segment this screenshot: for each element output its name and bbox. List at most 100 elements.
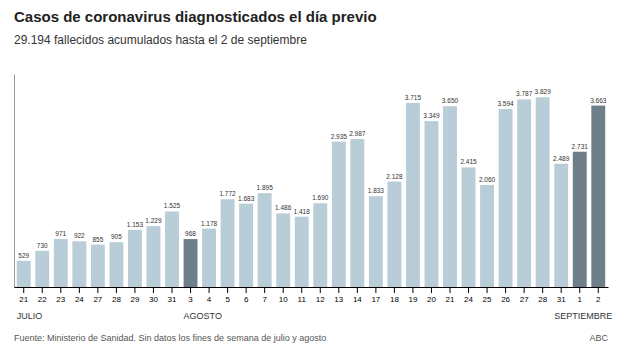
bar <box>35 251 49 287</box>
x-tick-mark <box>134 287 135 293</box>
x-tick: 28 <box>538 287 547 304</box>
y-axis <box>14 75 15 288</box>
data-label: 1.833 <box>368 187 385 194</box>
x-tick-mark <box>320 287 321 293</box>
x-tick-label: 14 <box>353 295 362 304</box>
x-tick-label: 26 <box>501 295 510 304</box>
x-tick-mark <box>431 287 432 293</box>
x-tick: 2 <box>596 287 601 304</box>
x-tick-mark <box>468 287 469 293</box>
x-tick-label: 27 <box>93 295 102 304</box>
data-label: 2.060 <box>479 176 496 183</box>
x-tick: 12 <box>316 287 325 304</box>
bar <box>221 199 235 287</box>
month-label: JULIO <box>17 311 43 321</box>
x-tick-mark <box>116 287 117 293</box>
x-tick: 1 <box>578 287 583 304</box>
data-label: 3.829 <box>535 88 552 95</box>
bar <box>591 106 605 287</box>
bar <box>295 217 309 287</box>
x-tick-label: 7 <box>262 295 267 304</box>
annotation: ABC <box>589 333 608 343</box>
x-tick: 4 <box>207 287 212 304</box>
x-tick: 28 <box>112 287 121 304</box>
x-tick-label: 18 <box>390 295 399 304</box>
x-tick-label: 4 <box>207 295 212 304</box>
data-label: 968 <box>185 230 196 237</box>
x-tick: 13 <box>334 287 343 304</box>
subtitle: 29.194 fallecidos acumulados hasta el 2 … <box>14 33 307 47</box>
bar <box>387 182 401 287</box>
data-label: 922 <box>74 232 85 239</box>
data-label: 3.663 <box>590 97 607 104</box>
data-label: 3.715 <box>405 94 422 101</box>
x-tick: 27 <box>93 287 102 304</box>
x-tick: 7 <box>262 287 267 304</box>
x-tick-label: 2 <box>596 295 601 304</box>
bars <box>17 97 605 287</box>
x-tick-mark <box>209 287 210 293</box>
x-tick: 30 <box>149 287 158 304</box>
bar <box>313 203 327 287</box>
x-tick-mark <box>412 287 413 293</box>
data-label: 1.486 <box>275 204 292 211</box>
x-tick-mark <box>338 287 339 293</box>
data-label: 2.935 <box>331 133 348 140</box>
x-tick: 23 <box>56 287 65 304</box>
x-tick: 26 <box>501 287 510 304</box>
x-tick-mark <box>153 287 154 293</box>
x-tick: 18 <box>390 287 399 304</box>
bar <box>239 204 253 287</box>
x-tick-label: 23 <box>56 295 65 304</box>
x-tick-label: 28 <box>538 295 547 304</box>
bar <box>332 142 346 287</box>
data-label: 3.650 <box>442 97 459 104</box>
x-tick: 24 <box>464 287 473 304</box>
x-tick-label: 31 <box>557 295 566 304</box>
data-label: 3.594 <box>497 100 514 107</box>
data-label: 905 <box>111 233 122 240</box>
x-tick-mark <box>301 287 302 293</box>
data-label: 2.128 <box>386 173 403 180</box>
bar <box>165 211 179 287</box>
data-label: 971 <box>55 230 66 237</box>
x-tick: 5 <box>225 287 230 304</box>
bar <box>184 239 198 287</box>
x-tick: 31 <box>168 287 177 304</box>
x-tick: 22 <box>38 287 47 304</box>
x-tick-mark <box>487 287 488 293</box>
data-label: 1.895 <box>257 184 274 191</box>
data-label: 855 <box>92 236 103 243</box>
chart: Casos de coronavirus diagnosticados el d… <box>0 0 620 349</box>
bar <box>499 109 513 287</box>
x-tick-mark <box>42 287 43 293</box>
x-tick-mark <box>598 287 599 293</box>
bar <box>406 103 420 287</box>
month-labels: JULIOAGOSTOSEPTIEMBRE <box>17 311 612 321</box>
x-tick-label: 28 <box>112 295 121 304</box>
data-label: 3.787 <box>516 90 533 97</box>
x-tick-label: 29 <box>130 295 139 304</box>
x-tick: 29 <box>130 287 139 304</box>
x-tick-mark <box>357 287 358 293</box>
x-tick-mark <box>394 287 395 293</box>
x-tick-label: 13 <box>334 295 343 304</box>
bar <box>91 245 105 287</box>
x-tick-label: 12 <box>316 295 325 304</box>
x-tick-label: 30 <box>149 295 158 304</box>
x-tick-mark <box>579 287 580 293</box>
x-tick-label: 17 <box>371 295 380 304</box>
data-labels: 5297309719228559051.1531.2291.5259681.17… <box>18 88 606 258</box>
x-tick: 24 <box>75 287 84 304</box>
x-tick-mark <box>505 287 506 293</box>
x-tick-mark <box>450 287 451 293</box>
bar <box>276 213 290 287</box>
x-tick-label: 3 <box>188 295 193 304</box>
x-tick-label: 21 <box>446 295 455 304</box>
bar <box>54 239 68 287</box>
x-tick: 21 <box>19 287 28 304</box>
x-tick-label: 19 <box>408 295 417 304</box>
bar <box>480 185 494 287</box>
bar <box>72 241 86 287</box>
x-tick: 25 <box>483 287 492 304</box>
